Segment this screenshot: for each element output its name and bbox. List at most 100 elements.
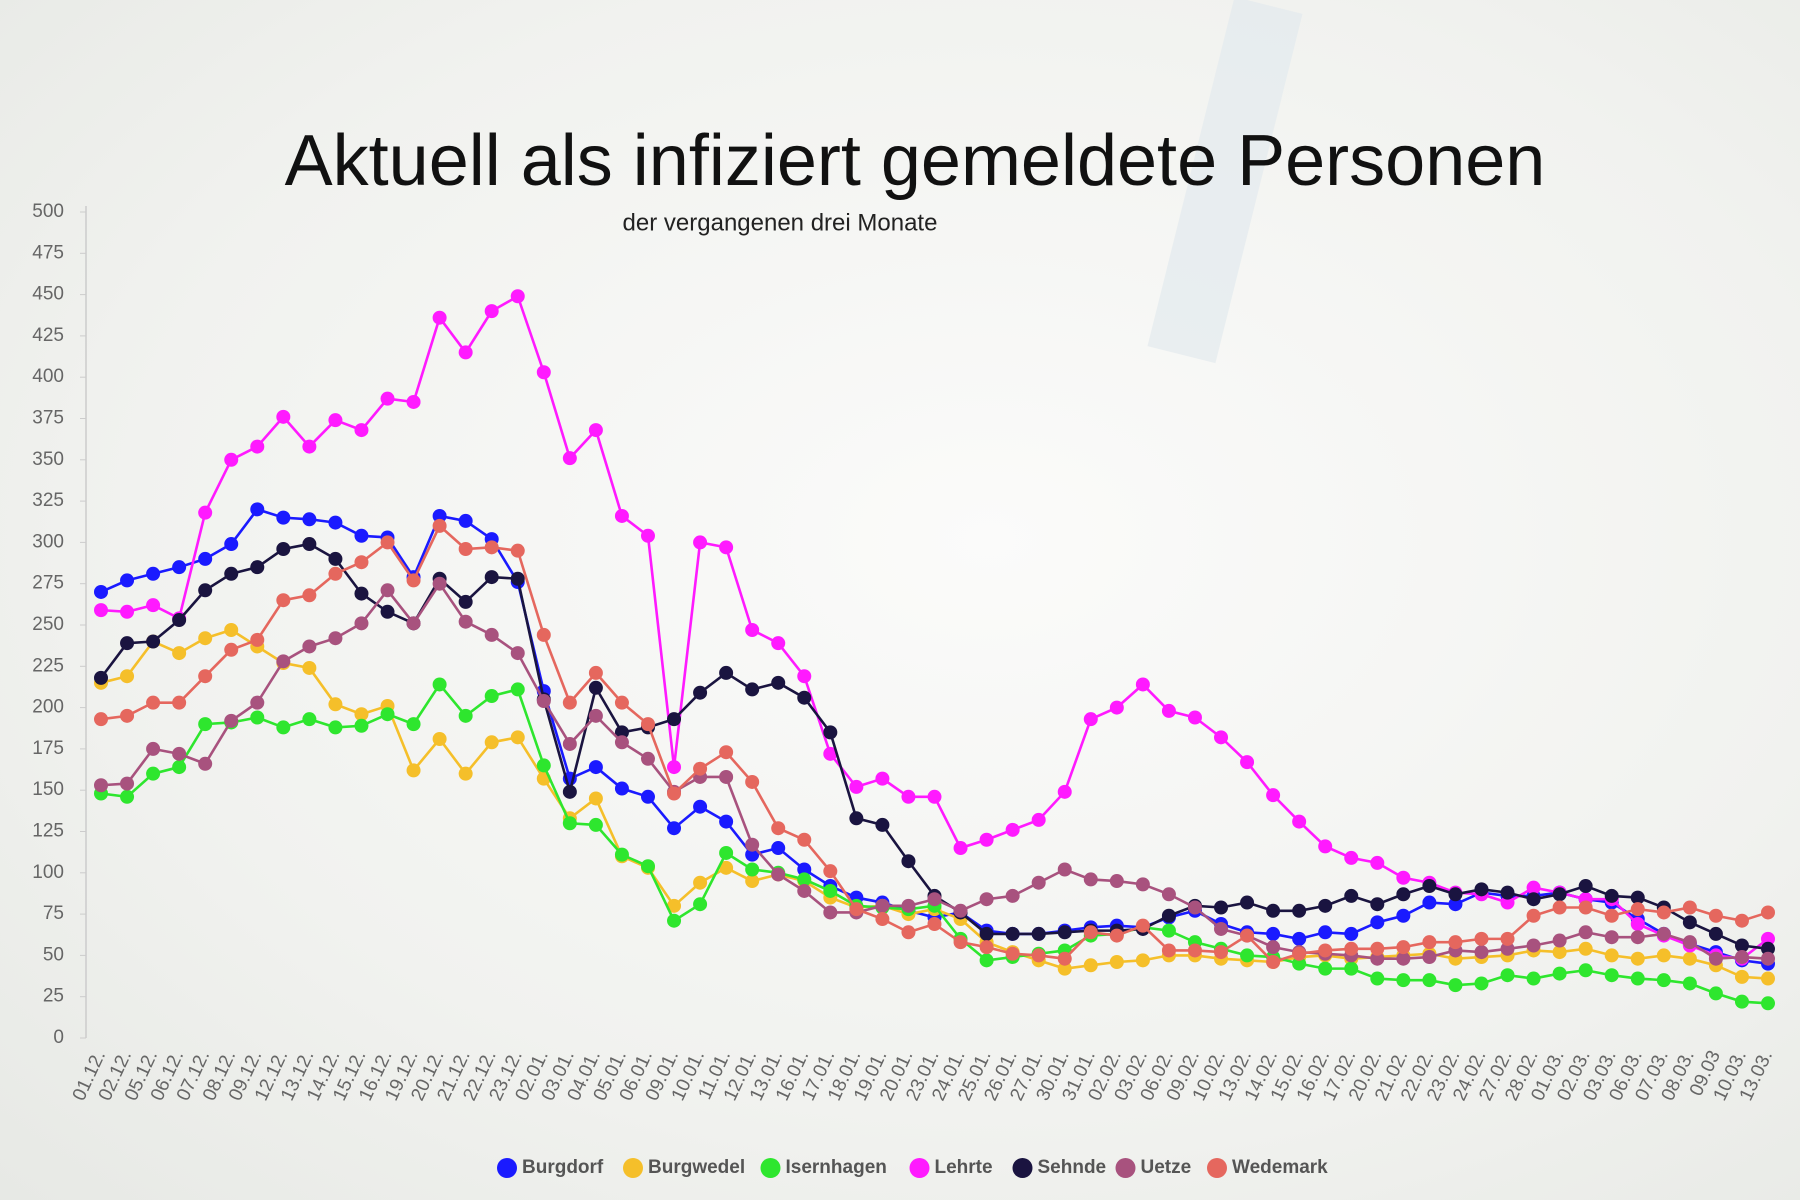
point: [1526, 971, 1541, 986]
point: [1552, 887, 1567, 902]
point: [432, 508, 447, 523]
point: [224, 452, 239, 467]
y-tick-label: 50: [43, 944, 64, 965]
point: [1500, 941, 1515, 956]
point: [797, 832, 812, 847]
y-tick-label: 25: [43, 986, 64, 1007]
point: [823, 725, 838, 740]
point: [1266, 788, 1281, 803]
y-tick-label: 175: [32, 738, 64, 759]
y-tick-label: 450: [32, 284, 64, 305]
legend: Burgdorf Burgwedel Isernhagen Lehrte Sehnde U…: [497, 1157, 1328, 1178]
point: [640, 859, 655, 874]
point: [380, 604, 395, 619]
point: [1422, 935, 1437, 950]
point: [588, 708, 603, 723]
point: [354, 528, 369, 543]
point: [1005, 888, 1020, 903]
point: [120, 789, 135, 804]
point: [953, 935, 968, 950]
point: [328, 720, 343, 735]
point: [1318, 898, 1333, 913]
point: [1474, 931, 1489, 946]
y-tick-label: 125: [32, 821, 64, 842]
point: [927, 917, 942, 932]
y-tick-label: 500: [32, 201, 64, 222]
point: [1318, 839, 1333, 854]
point: [614, 508, 629, 523]
point: [1344, 888, 1359, 903]
point: [198, 583, 213, 598]
point: [302, 439, 317, 454]
point: [953, 841, 968, 856]
point: [354, 616, 369, 631]
point: [875, 912, 890, 927]
point: [94, 670, 108, 685]
point: [1552, 900, 1567, 915]
point: [302, 660, 317, 675]
point: [354, 423, 369, 438]
point: [1344, 961, 1359, 976]
point: [276, 720, 291, 735]
point: [719, 540, 734, 555]
point: [1214, 921, 1229, 936]
point: [614, 695, 629, 710]
point: [719, 665, 734, 680]
point: [719, 814, 734, 829]
point: [276, 654, 291, 669]
point: [1578, 941, 1593, 956]
y-tick-label: 300: [32, 531, 64, 552]
point: [614, 781, 629, 796]
point: [146, 598, 161, 613]
point: [510, 682, 525, 697]
point: [458, 708, 473, 723]
point: [1161, 943, 1176, 958]
point: [1604, 908, 1619, 923]
point: [797, 883, 812, 898]
point: [1761, 951, 1775, 966]
point: [1396, 940, 1411, 955]
point: [406, 394, 421, 409]
point: [1083, 958, 1098, 973]
point: [1214, 900, 1229, 915]
point: [797, 872, 812, 887]
point: [797, 690, 812, 705]
point: [745, 774, 760, 789]
point: [1370, 855, 1385, 870]
point: [1682, 976, 1697, 991]
point: [172, 695, 187, 710]
point: [1344, 926, 1359, 941]
point: [1682, 951, 1697, 966]
point: [1266, 940, 1281, 955]
chart-title: Aktuell als infiziert gemeldete Personen: [285, 121, 1546, 201]
point: [1734, 969, 1749, 984]
point: [667, 786, 682, 801]
point: [1526, 938, 1541, 953]
point: [979, 832, 994, 847]
point: [250, 560, 265, 575]
point: [198, 756, 213, 771]
point: [354, 707, 369, 722]
point: [1396, 908, 1411, 923]
point: [432, 677, 447, 692]
point: [1500, 885, 1515, 900]
y-tick-label: 275: [32, 573, 64, 594]
point: [562, 816, 577, 831]
point: [1422, 950, 1437, 965]
legend-label: Lehrte: [935, 1157, 993, 1178]
point: [432, 310, 447, 325]
point: [823, 864, 838, 879]
point: [771, 821, 786, 836]
point: [927, 892, 942, 907]
legend-marker: [623, 1158, 643, 1178]
point: [1292, 956, 1307, 971]
point: [250, 502, 265, 517]
y-tick-label: 100: [32, 862, 64, 883]
point: [693, 875, 708, 890]
point: [406, 717, 421, 732]
point: [1682, 935, 1697, 950]
legend-marker: [1115, 1158, 1136, 1178]
point: [120, 708, 135, 723]
y-tick-label: 225: [32, 655, 64, 676]
point: [1214, 730, 1229, 745]
